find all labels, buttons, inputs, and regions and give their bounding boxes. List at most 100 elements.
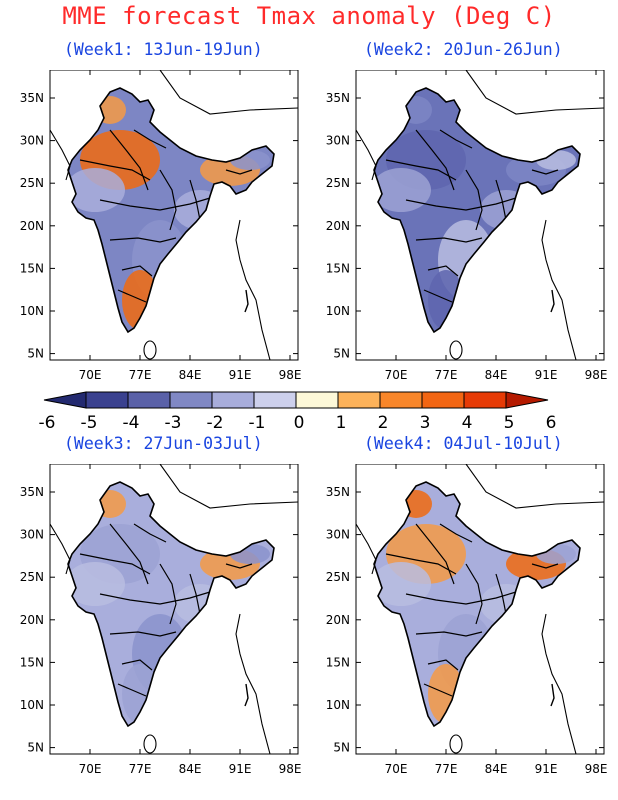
coastline <box>235 219 271 361</box>
lat-tick-label: 10N <box>326 304 350 318</box>
lat-tick-label: 15N <box>20 655 44 669</box>
lat-tick-label: 15N <box>326 261 350 275</box>
w1-map-svg: 35N 30N 25N 20N 15N 10N 5N 70E 77E 84E 91E 98E <box>20 70 302 382</box>
colorbar-tick-label: 6 <box>546 413 557 432</box>
week3-label: (Week3: 27Jun-03Jul) <box>64 434 263 453</box>
lat-tick-label: 30N <box>326 528 350 542</box>
andaman-islands <box>244 683 249 707</box>
state-boundary <box>159 563 177 625</box>
lon-tick-label: 84E <box>485 368 508 382</box>
lon-tick-label: 91E <box>229 368 252 382</box>
colorbar-tick-label: 3 <box>420 413 431 432</box>
lon-tick-label: 91E <box>535 762 558 776</box>
lat-tick-label: 30N <box>326 134 350 148</box>
colorbar-tick-label: -1 <box>249 413 266 432</box>
colorbar-swatch <box>295 391 339 409</box>
state-boundary <box>439 523 473 543</box>
colorbar-swatch <box>127 391 171 409</box>
state-boundary <box>109 237 177 243</box>
lat-tick-label: 20N <box>326 613 350 627</box>
state-boundary <box>225 563 253 569</box>
week1-map-panel: 35N 30N 25N 20N 15N 10N 5N 70E 77E 84E 91E 98E <box>0 70 306 396</box>
coastline <box>159 70 299 115</box>
state-boundary <box>531 563 559 569</box>
state-boundary <box>121 659 153 671</box>
anomaly-patch <box>374 562 431 606</box>
lon-tick-label: 77E <box>435 762 458 776</box>
lon-tick-label: 84E <box>179 368 202 382</box>
lon-tick-label: 70E <box>385 762 408 776</box>
lat-tick-label: 35N <box>20 485 44 499</box>
state-boundary <box>415 237 483 243</box>
state-boundary <box>465 169 483 231</box>
state-boundary <box>423 683 453 697</box>
state-boundary <box>109 523 149 585</box>
state-boundary <box>159 169 177 231</box>
lat-tick-label: 25N <box>326 176 350 190</box>
state-boundary <box>109 129 149 191</box>
lon-tick-label: 98E <box>279 368 302 382</box>
colorbar-tick-label: 5 <box>504 413 515 432</box>
coastline <box>465 70 605 115</box>
state-boundary <box>189 179 201 221</box>
lat-tick-label: 35N <box>20 91 44 105</box>
lat-tick-label: 20N <box>326 219 350 233</box>
colorbar-swatch <box>505 391 549 409</box>
sri-lanka-outline <box>143 734 157 754</box>
coastline <box>49 523 71 575</box>
sri-lanka-outline <box>449 734 463 754</box>
state-boundary <box>385 159 457 181</box>
week3-map-panel: 35N 30N 25N 20N 15N 10N 5N 70E 77E 84E 91E 98E <box>0 464 306 790</box>
colorbar-tick-label: -3 <box>165 413 182 432</box>
lon-tick-label: 91E <box>535 368 558 382</box>
lat-tick-label: 25N <box>326 570 350 584</box>
lat-tick-label: 10N <box>20 698 44 712</box>
lat-tick-label: 5N <box>333 347 350 361</box>
colorbar-tick-label: 2 <box>378 413 389 432</box>
colorbar-legend: -6 -5 -4 -3 -2 -1 0 1 2 3 4 5 6 <box>39 391 557 432</box>
colorbar-swatch <box>463 391 507 409</box>
lat-tick-label: 5N <box>333 741 350 755</box>
state-boundary <box>133 129 167 149</box>
colorbar-tick-label: -5 <box>81 413 98 432</box>
state-boundary <box>415 631 483 637</box>
state-boundary <box>225 169 253 175</box>
sri-lanka-outline <box>449 340 463 360</box>
lat-tick-label: 10N <box>20 304 44 318</box>
state-boundary <box>117 683 147 697</box>
colorbar-tick-label: 4 <box>462 413 473 432</box>
lat-tick-label: 20N <box>20 613 44 627</box>
coastline <box>355 523 377 575</box>
w2-map-svg: 35N 30N 25N 20N 15N 10N 5N 70E 77E 84E 91E 98E <box>326 70 607 382</box>
lat-tick-label: 35N <box>326 485 350 499</box>
state-boundary <box>415 129 455 191</box>
colorbar-tick-label: -6 <box>39 413 56 432</box>
lat-tick-label: 25N <box>20 570 44 584</box>
week1-label: (Week1: 13Jun-19Jun) <box>64 40 263 59</box>
map-title: MME forecast Tmax anomaly (Deg C) <box>62 2 556 30</box>
coastline <box>355 129 377 181</box>
coastline <box>541 613 577 755</box>
lat-tick-label: 20N <box>20 219 44 233</box>
lon-tick-label: 77E <box>435 368 458 382</box>
colorbar-swatch <box>379 391 423 409</box>
lon-tick-label: 70E <box>79 762 102 776</box>
lon-tick-label: 70E <box>79 368 102 382</box>
colorbar-tick-label: 0 <box>294 413 305 432</box>
colorbar-tick-label: -2 <box>207 413 224 432</box>
state-boundary <box>117 289 147 303</box>
state-boundary <box>531 169 559 175</box>
coastline <box>541 219 577 361</box>
week2-map-panel: 35N 30N 25N 20N 15N 10N 5N 70E 77E 84E 91E 98E <box>306 70 612 396</box>
state-boundary <box>133 523 167 543</box>
lon-tick-label: 84E <box>179 762 202 776</box>
state-boundary <box>427 659 459 671</box>
w3-map-svg: 35N 30N 25N 20N 15N 10N 5N 70E 77E 84E 91E 98E <box>20 464 301 776</box>
state-boundary <box>189 573 201 615</box>
country-outline <box>373 481 581 728</box>
lon-tick-label: 77E <box>129 762 152 776</box>
colorbar-swatch <box>337 391 381 409</box>
state-boundary <box>465 563 483 625</box>
state-boundary <box>495 573 507 615</box>
lat-tick-label: 25N <box>20 176 44 190</box>
